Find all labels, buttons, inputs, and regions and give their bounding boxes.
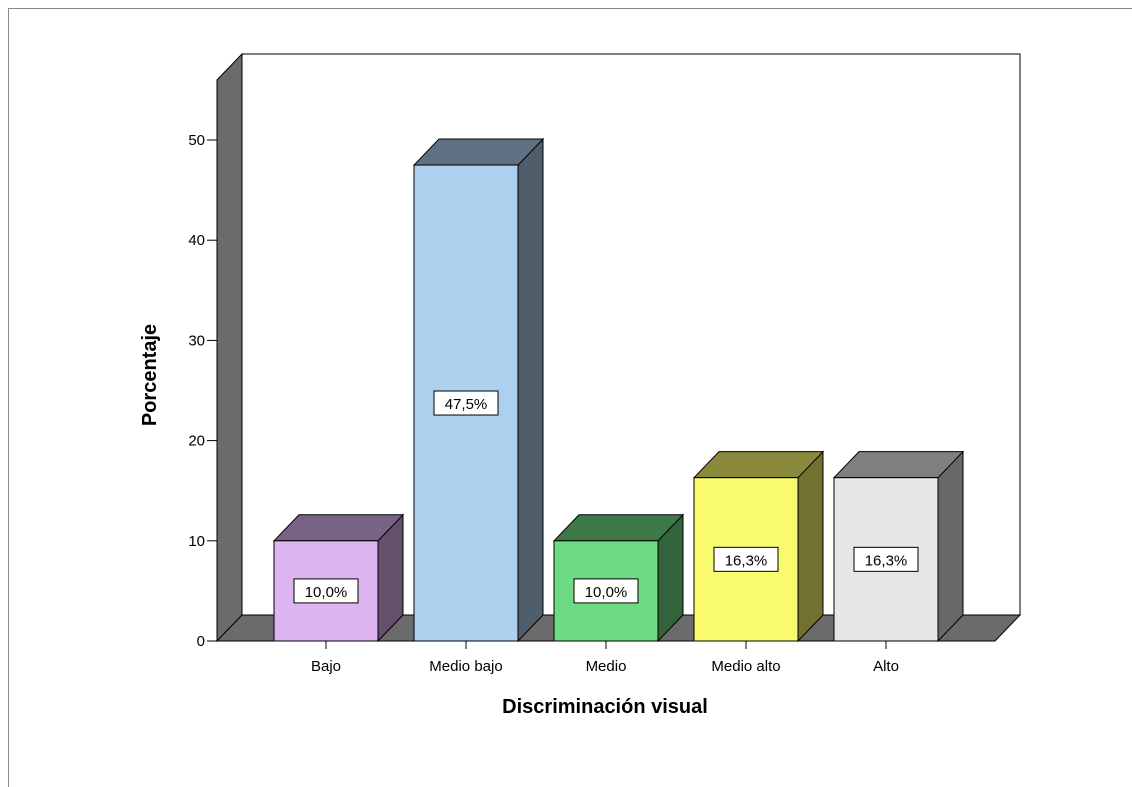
bar-side (797, 450, 824, 643)
x-tick-label: Bajo (311, 658, 341, 675)
data-label: 10,0% (305, 584, 348, 601)
data-label: 10,0% (585, 584, 628, 601)
y-tick-label: 50 (188, 132, 205, 149)
x-tick-label: Medio bajo (429, 658, 502, 675)
bar-medio-bajo: 47,5% (412, 137, 545, 643)
bars: 10,0% 47,5% 10,0% 16,3% 16,3% (272, 137, 965, 643)
x-axis: Bajo Medio bajo Medio Medio alto Alto (311, 641, 899, 675)
left-wall (216, 52, 243, 643)
x-tick-label: Alto (873, 658, 899, 675)
y-tick-label: 30 (188, 332, 205, 349)
data-label-box (853, 546, 919, 572)
data-label: 16,3% (865, 552, 908, 569)
bar-bajo: 10,0% (272, 513, 405, 643)
y-axis-title: Porcentaje (139, 324, 161, 426)
y-axis: 0 10 20 30 40 50 (188, 80, 218, 650)
x-axis-title: Discriminación visual (502, 696, 708, 718)
x-tick-label: Medio alto (711, 658, 780, 675)
data-label-box (573, 578, 639, 604)
y-tick-label: 40 (188, 232, 205, 249)
y-tick-label: 20 (188, 433, 205, 450)
y-tick-label: 10 (188, 533, 205, 550)
data-label: 16,3% (725, 552, 768, 569)
bar-side (517, 137, 544, 643)
bar-alto: 16,3% (832, 450, 965, 643)
data-label-box (293, 578, 359, 604)
y-tick-label: 0 (197, 633, 205, 650)
data-label-box (433, 390, 499, 416)
bar-medio: 10,0% (552, 513, 685, 643)
bar-medio-alto: 16,3% (692, 450, 825, 643)
data-label-box (713, 546, 779, 572)
data-label: 47,5% (445, 396, 488, 413)
bar-side (937, 450, 964, 643)
x-tick-label: Medio (586, 658, 627, 675)
